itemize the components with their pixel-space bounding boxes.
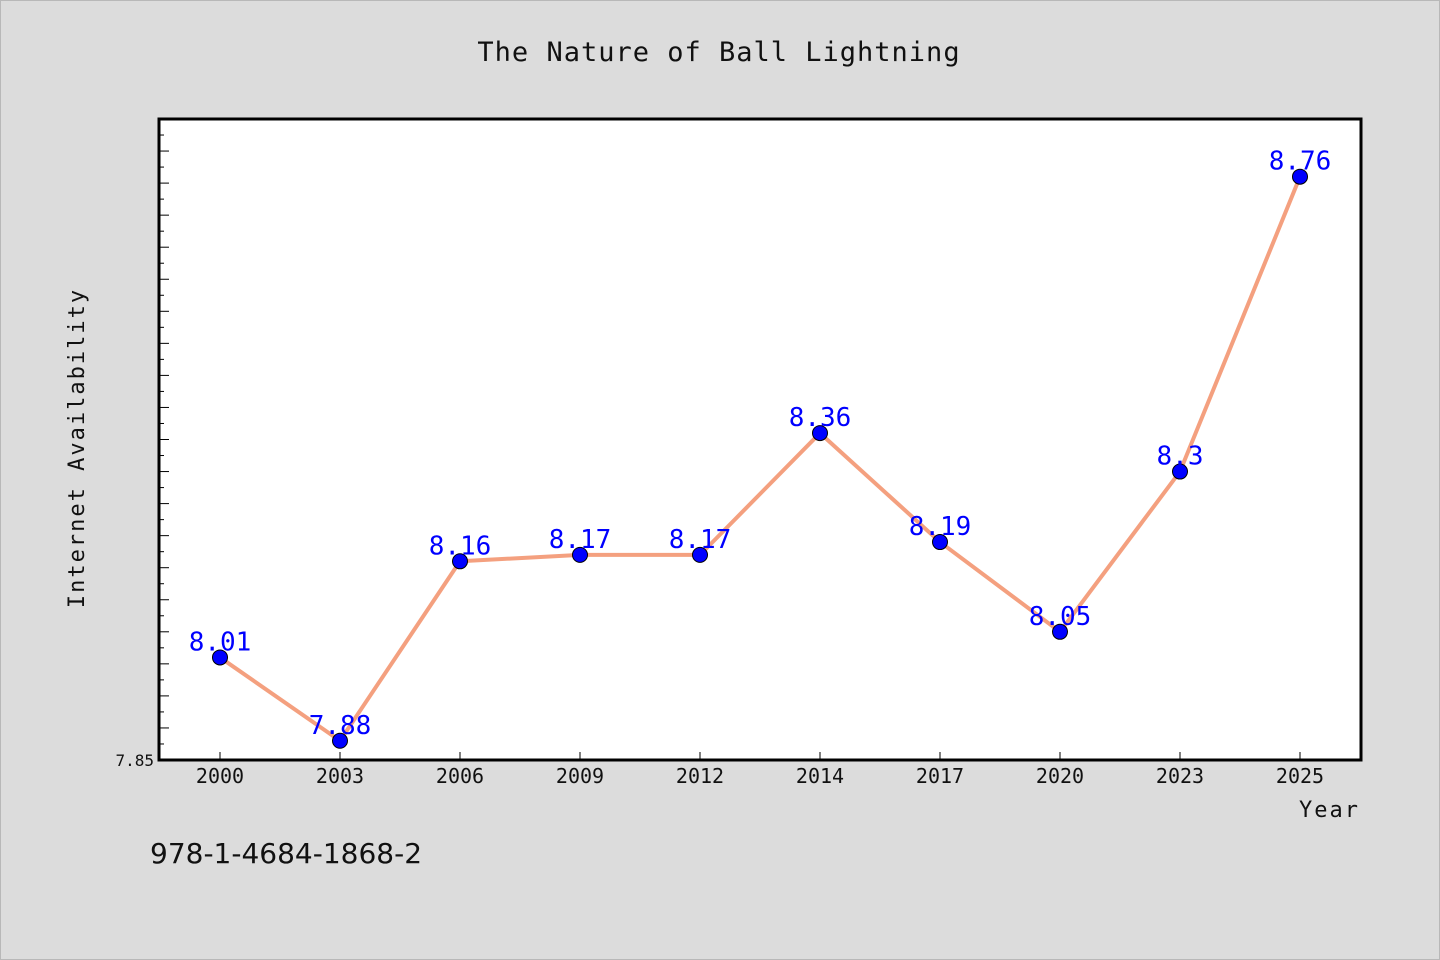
data-point — [932, 534, 948, 551]
data-label: 8.19 — [909, 512, 972, 542]
x-tick-label: 2025 — [1276, 764, 1324, 788]
x-tick-label: 2009 — [556, 764, 604, 788]
data-point — [572, 546, 588, 563]
data-label: 7.88 — [309, 711, 372, 741]
y-axis-ticks — [159, 118, 169, 761]
data-point — [692, 546, 708, 563]
data-point — [332, 732, 348, 749]
series-line — [218, 175, 1302, 743]
x-axis-label: Year — [1299, 798, 1360, 823]
x-axis-tick-labels: 2000 2003 2006 2009 2012 2014 2017 2020 2023 2025 — [196, 764, 1324, 788]
x-tick-label: 2020 — [1036, 764, 1084, 788]
data-point — [1052, 623, 1068, 640]
data-labels: 8.01 7.88 8.16 8.17 8.17 8.36 8.19 8.05 8.3 8.76 — [189, 147, 1332, 741]
data-label: 8.16 — [429, 531, 492, 561]
x-tick-label: 2000 — [196, 764, 244, 788]
x-tick-label: 2014 — [796, 764, 844, 788]
data-label: 8.3 — [1157, 442, 1204, 472]
data-label: 8.17 — [669, 525, 732, 555]
data-label: 8.01 — [189, 627, 252, 657]
data-label: 8.17 — [549, 525, 612, 555]
data-label: 8.76 — [1269, 147, 1332, 177]
data-point — [1292, 168, 1308, 185]
data-label: 8.05 — [1029, 602, 1092, 632]
x-tick-label: 2006 — [436, 764, 484, 788]
data-markers — [212, 168, 1308, 749]
x-tick-label: 2012 — [676, 764, 724, 788]
data-point — [1172, 463, 1188, 480]
isbn-annotation: 978-1-4684-1868-2 — [150, 837, 422, 870]
data-point — [452, 553, 468, 570]
x-tick-label: 2017 — [916, 764, 964, 788]
data-label: 8.36 — [789, 403, 852, 433]
chart-title: The Nature of Ball Lightning — [477, 37, 960, 68]
y-tick-label-min: 7.85 — [115, 751, 154, 770]
x-tick-label: 2023 — [1156, 764, 1204, 788]
y-axis-label: Internet Availability — [65, 288, 90, 608]
plot-area — [157, 117, 1363, 762]
data-point — [812, 425, 828, 442]
x-tick-label: 2003 — [316, 764, 364, 788]
data-point — [212, 649, 228, 666]
x-axis-ticks — [219, 752, 1301, 760]
